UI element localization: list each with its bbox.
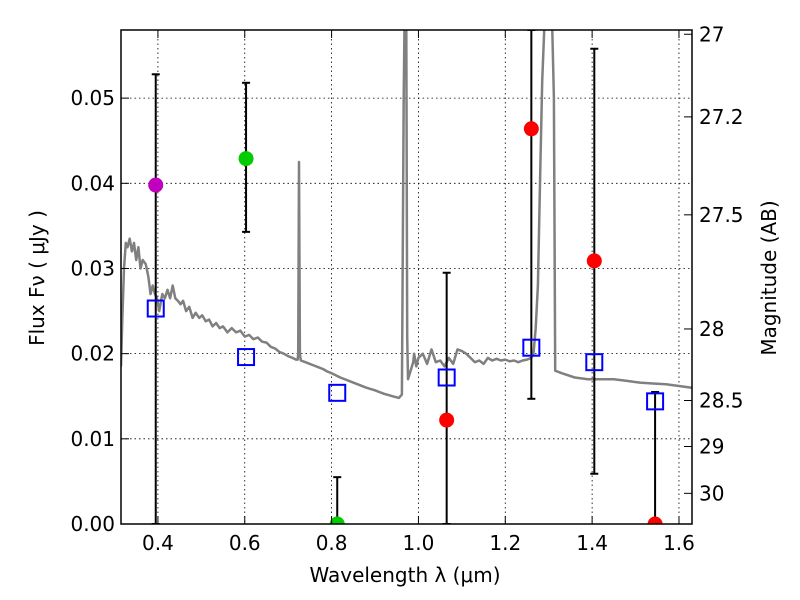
x-tick-label: 0.8: [316, 531, 348, 555]
y-tick-label: 0.01: [70, 427, 115, 451]
errorbar-layer: [151, 30, 660, 524]
sed-model-curve: [121, 30, 692, 400]
photometry-point: [329, 516, 345, 524]
y-axis-title: Flux Fν ( μJy ): [25, 210, 49, 346]
y2-tick-label: 27.5: [699, 203, 744, 227]
model-photometry-point: [646, 392, 665, 411]
sed-model-layer: [121, 30, 692, 400]
x-tick-label: 0.4: [142, 531, 174, 555]
y-tick-label: 0.00: [70, 512, 115, 536]
photometry-point: [647, 516, 663, 524]
axis-ticks: [121, 30, 692, 525]
y2-tick-label: 29: [699, 434, 724, 458]
y2-tick-label: 27: [699, 22, 724, 46]
model-photometry-point: [328, 383, 347, 402]
tick-labels: 0.4 0.6 0.8 1.0 1.2 1.4 1.6 0.00 0.01 0.02 0.03 0.0…: [70, 22, 743, 555]
x-tick-label: 0.6: [229, 531, 261, 555]
x-axis-title: Wavelength λ (μm): [309, 563, 500, 587]
photometry-layer: [148, 121, 663, 524]
y2-tick-label: 28: [699, 317, 724, 341]
x-tick-label: 1.6: [663, 531, 695, 555]
y-tick-label: 0.02: [70, 342, 115, 366]
y2-tick-label: 30: [699, 481, 724, 505]
model-photometry-point: [237, 348, 256, 367]
model-photometry-point: [437, 368, 456, 387]
photometry-point: [586, 253, 602, 269]
y2-axis-title: Magnitude (AB): [757, 200, 781, 355]
y-tick-label: 0.05: [70, 86, 115, 110]
plot-frame: [120, 29, 693, 525]
photometry-point: [148, 177, 164, 193]
model-photometry-point: [522, 338, 541, 357]
photometry-point: [523, 121, 539, 137]
x-tick-label: 1.2: [489, 531, 521, 555]
model-photometry-point: [146, 299, 165, 318]
y2-tick-label: 28.5: [699, 389, 744, 413]
y-tick-label: 0.04: [70, 171, 115, 195]
photometry-point: [439, 412, 455, 428]
photometry-point: [238, 151, 254, 167]
y2-tick-label: 27.2: [699, 105, 744, 129]
y-tick-label: 0.03: [70, 256, 115, 280]
x-tick-label: 1.4: [576, 531, 608, 555]
model-photometry-layer: [146, 299, 665, 411]
model-photometry-point: [585, 353, 604, 372]
x-tick-label: 1.0: [403, 531, 435, 555]
